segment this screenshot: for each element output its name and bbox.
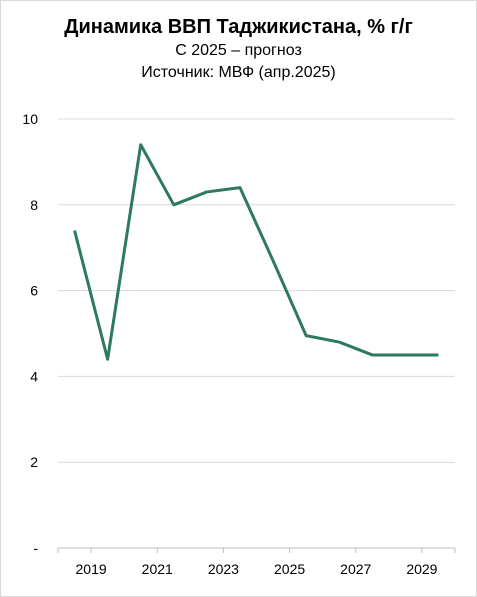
- chart-titles: Динамика ВВП Таджикистана, % г/г С 2025 …: [0, 14, 477, 84]
- x-axis: 2019 2021 2023 2025 2027 2029: [57, 547, 456, 577]
- y-tick-label: 4: [30, 368, 38, 384]
- y-axis: - 2 4 6 8 10: [22, 111, 38, 556]
- x-tick-label: 2025: [274, 561, 305, 577]
- x-tick-label: 2021: [142, 561, 173, 577]
- series-layer: [73, 143, 439, 361]
- y-tick-label: 10: [22, 111, 38, 127]
- x-tick-label: 2023: [208, 561, 239, 577]
- y-tick-label: -: [33, 540, 38, 556]
- x-tick-label: 2027: [340, 561, 371, 577]
- x-tick-label: 2029: [406, 561, 437, 577]
- y-tick-label: 6: [30, 283, 38, 299]
- y-tick-label: 2: [30, 454, 38, 470]
- chart-title: Динамика ВВП Таджикистана, % г/г: [64, 16, 413, 38]
- y-tick-label: 8: [30, 197, 38, 213]
- gridlines: [58, 118, 455, 463]
- series-line: [73, 143, 439, 361]
- chart-subtitle-source: Источник: МВФ (апр.2025): [141, 64, 336, 81]
- x-tick-label: 2019: [76, 561, 107, 577]
- chart-subtitle-forecast: С 2025 – прогноз: [175, 42, 302, 59]
